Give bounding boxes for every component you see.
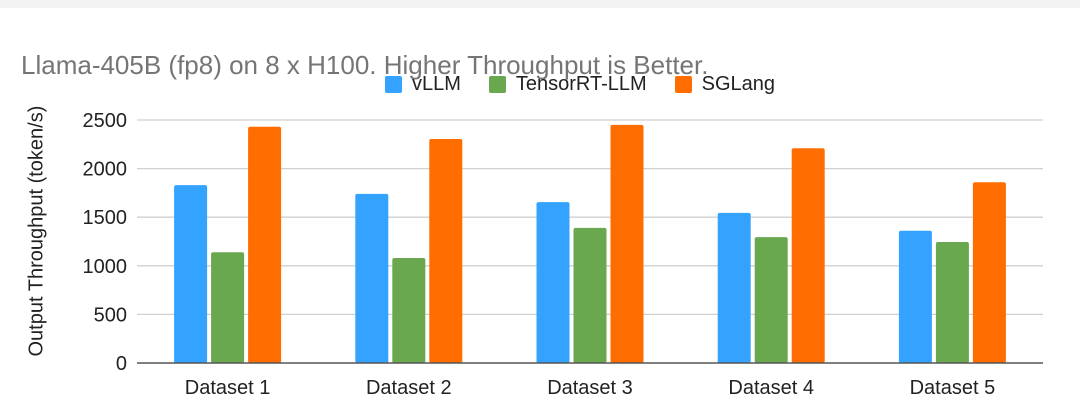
x-category-label: Dataset 3: [547, 377, 633, 399]
bar-vllm: [355, 193, 389, 363]
legend-item-tensorrt-llm: TensorRT-LLM: [488, 70, 647, 98]
bar-vllm: [536, 202, 570, 363]
y-tick-label: 0: [116, 353, 127, 375]
y-tick-label: 2500: [83, 110, 128, 132]
legend-label-vllm: vLLM: [411, 72, 461, 95]
bar-tensorrt-llm: [935, 241, 969, 363]
x-category-label: Dataset 2: [366, 377, 452, 399]
legend-swatch-tensorrt-llm: [488, 75, 506, 93]
y-tick-label: 1000: [83, 256, 128, 278]
legend-swatch-vllm: [384, 75, 402, 93]
bar-tensorrt-llm: [211, 252, 245, 363]
x-category-label: Dataset 5: [910, 377, 996, 399]
chart-title: Llama-405B (fp8) on 8 x H100. Higher Thr…: [21, 50, 709, 80]
legend-item-vllm: vLLM: [384, 70, 461, 98]
legend-label-tensorrt-llm: TensorRT-LLM: [515, 72, 647, 95]
bar-tensorrt-llm: [573, 227, 607, 363]
legend-swatch-sglang: [674, 75, 692, 93]
x-category-label: Dataset 4: [728, 377, 814, 399]
x-category-label: Dataset 1: [185, 377, 271, 399]
bar-vllm: [898, 230, 932, 363]
top-strip: [0, 0, 1080, 8]
bar-sglang: [610, 124, 644, 363]
bar-vllm: [717, 212, 751, 363]
bar-tensorrt-llm: [392, 258, 426, 363]
y-tick-label: 500: [94, 304, 127, 326]
legend-item-sglang: SGLang: [674, 70, 776, 98]
y-tick-label: 2000: [83, 159, 128, 181]
y-tick-label: 1500: [83, 207, 128, 229]
bar-vllm: [174, 185, 208, 363]
legend: vLLM TensorRT-LLM SGLang: [0, 70, 1080, 98]
bar-sglang: [791, 148, 825, 363]
bar-sglang: [429, 138, 463, 363]
bar-sglang: [248, 126, 282, 363]
legend-label-sglang: SGLang: [701, 72, 776, 95]
bar-sglang: [972, 182, 1006, 363]
bar-tensorrt-llm: [754, 237, 788, 363]
